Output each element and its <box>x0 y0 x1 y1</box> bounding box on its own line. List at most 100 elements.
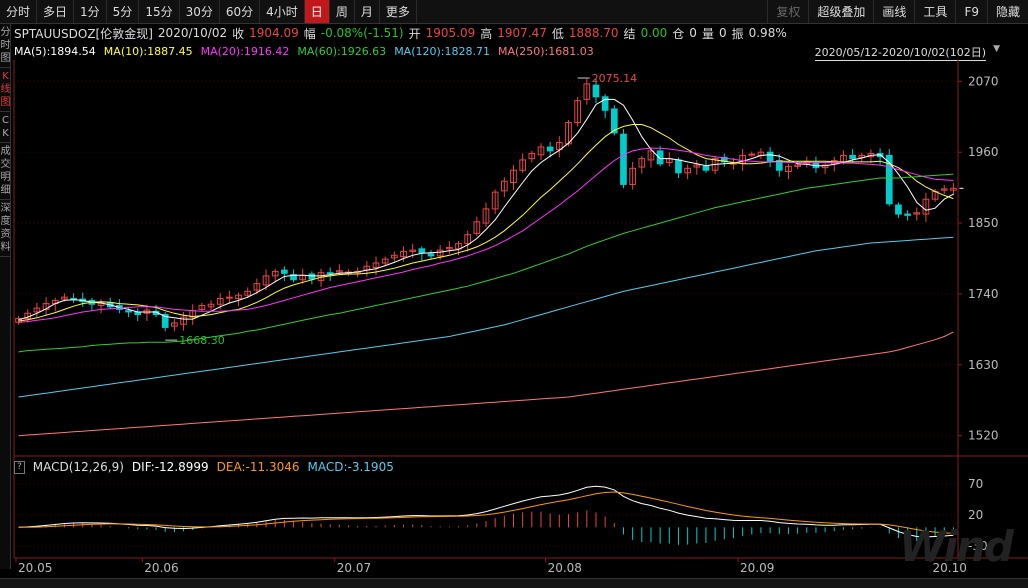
close-label: 收 <box>232 26 245 41</box>
candle-body <box>171 322 178 327</box>
sidebar-tab-0[interactable]: 分时图 <box>0 24 10 68</box>
candle-body <box>271 270 279 277</box>
candle-body <box>308 273 316 280</box>
ma-legend: MA(5):1894.54 MA(10):1887.45 MA(20):1916.4… <box>14 43 602 59</box>
period-tab-5[interactable]: 30分 <box>180 0 220 23</box>
candle-body <box>950 187 957 191</box>
macd-legend: ? MACD(12,26,9) DIF:-12.8999 DEA:-11.304… <box>14 460 402 474</box>
candle-body <box>510 169 517 183</box>
sidebar-tab-4[interactable]: 深度资料 <box>0 200 10 257</box>
macd-tick-label: 70 <box>968 477 983 491</box>
tool-button-1[interactable]: 超级叠加 <box>808 0 873 23</box>
time-tick-label: 20.09 <box>740 561 774 575</box>
candle-body <box>610 108 618 134</box>
chevron-down-icon[interactable]: ▼ <box>993 44 1000 54</box>
candle-body <box>922 198 930 215</box>
candle-body <box>445 247 453 250</box>
volume-label: 量 <box>701 26 714 41</box>
candle-body <box>253 283 261 291</box>
annotation-label: 1668.30 <box>179 334 225 347</box>
candle-body <box>372 262 380 269</box>
high-label: 高 <box>480 26 493 41</box>
candle-body <box>244 290 252 296</box>
wind-watermark: Wind <box>899 522 1014 571</box>
candle-body <box>775 160 783 171</box>
open-value: 1905.09 <box>425 26 476 40</box>
ma250-line <box>18 331 954 437</box>
price-tick-label: 1960 <box>968 145 999 159</box>
candle-body <box>427 253 435 257</box>
candle-body <box>546 146 554 152</box>
candle-body <box>528 152 536 160</box>
candle-body <box>125 310 132 313</box>
candle-body <box>940 188 948 191</box>
sidebar-tab-2[interactable]: CK <box>0 112 10 143</box>
amplitude-label: 振 <box>731 26 744 41</box>
period-tab-9[interactable]: 周 <box>330 0 355 23</box>
candle-body <box>281 269 288 274</box>
candle-body <box>693 164 701 168</box>
tool-button-2[interactable]: 画线 <box>873 0 914 23</box>
settle-value: 0.00 <box>640 26 668 40</box>
period-tab-1[interactable]: 多日 <box>37 0 75 23</box>
ma-legend-item: MA(5):1894.54 <box>14 44 96 58</box>
low-label: 低 <box>551 26 564 41</box>
period-tab-8[interactable]: 日 <box>304 0 330 23</box>
period-tab-4[interactable]: 15分 <box>139 0 180 23</box>
tool-button-3[interactable]: 工具 <box>914 0 955 23</box>
candle-body <box>684 167 691 174</box>
date-range-selector[interactable]: 2020/05/12-2020/10/02(102日) <box>814 46 986 61</box>
candle-body <box>418 248 426 254</box>
low-value: 1888.70 <box>568 26 619 40</box>
macd-tick-label: -30 <box>968 539 988 553</box>
sidebar-tab-3[interactable]: 成交明细 <box>0 143 10 200</box>
candle-body <box>400 250 407 258</box>
candle-body <box>574 100 581 124</box>
time-tick-label: 20.07 <box>337 561 371 575</box>
time-tick-label: 20.05 <box>18 561 52 575</box>
candle-body <box>500 180 508 192</box>
candle-body <box>198 305 206 310</box>
high-value: 1907.47 <box>497 26 547 40</box>
symbol-name[interactable]: SPTAUUSDOZ[伦敦金现] <box>14 26 153 41</box>
candle-body <box>638 158 646 168</box>
candle-body <box>391 254 398 259</box>
period-tab-3[interactable]: 5分 <box>107 0 140 23</box>
tool-button-5[interactable]: 隐藏 <box>986 0 1028 23</box>
price-tick-label: 1850 <box>968 216 999 230</box>
tool-button-4[interactable]: F9 <box>955 0 987 23</box>
candle-body <box>895 204 902 215</box>
period-tab-11[interactable]: 更多 <box>380 0 417 23</box>
ma60-line <box>18 173 954 353</box>
period-tab-0[interactable]: 分时 <box>0 0 38 23</box>
candle-body <box>464 234 472 245</box>
ma10-line <box>18 124 954 322</box>
ma-legend-item: MA(60):1926.63 <box>297 44 387 58</box>
candle-body <box>629 167 636 185</box>
candle-body <box>849 154 856 160</box>
change-value: -0.08%(-1.51) <box>320 26 404 40</box>
bottom-scrollbar[interactable] <box>0 578 1028 588</box>
period-tab-6[interactable]: 60分 <box>220 0 261 23</box>
period-tab-7[interactable]: 4小时 <box>260 0 305 23</box>
candle-body <box>675 159 682 174</box>
quote-info-row: SPTAUUSDOZ[伦敦金现] 2020/10/02 收 1904.09 幅 -0… <box>14 24 792 42</box>
settle-label: 结 <box>623 26 636 41</box>
candle-body <box>235 294 242 299</box>
period-tab-10[interactable]: 月 <box>355 0 380 23</box>
tool-button-0[interactable]: 复权 <box>767 0 808 23</box>
macd-title: MACD(12,26,9) <box>32 460 124 474</box>
candle-body <box>207 303 215 308</box>
help-icon[interactable]: ? <box>14 460 25 474</box>
sidebar: 分时图 K线图 CK 成交明细 深度资料 <box>0 24 11 569</box>
ma-legend-item: MA(20):1916.42 <box>200 44 290 58</box>
price-tick-label: 2070 <box>968 74 999 88</box>
candle-body <box>720 156 728 163</box>
candle-body <box>436 249 444 257</box>
period-tab-2[interactable]: 1分 <box>74 0 107 23</box>
candle-body <box>482 208 490 224</box>
candle-body <box>290 274 297 281</box>
sidebar-tab-1[interactable]: K线图 <box>0 68 10 112</box>
candle-body <box>262 275 270 286</box>
